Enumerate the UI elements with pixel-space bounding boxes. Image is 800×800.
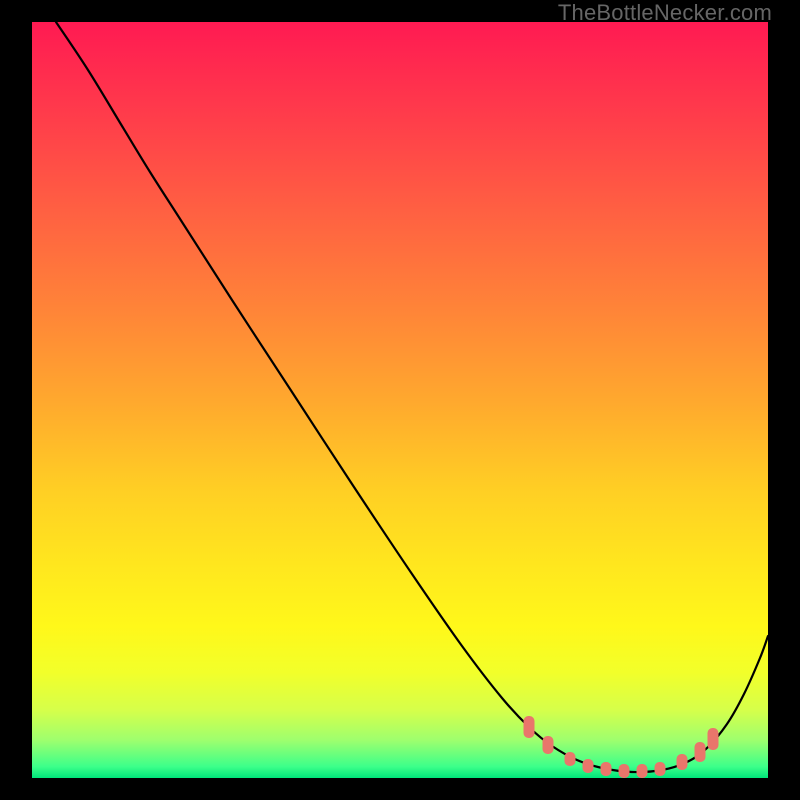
- curve-marker: [601, 762, 612, 776]
- gradient-background: [32, 22, 768, 778]
- curve-marker: [677, 754, 688, 770]
- curve-marker: [543, 736, 554, 754]
- curve-marker: [708, 728, 719, 750]
- curve-marker: [619, 764, 630, 778]
- curve-marker: [655, 762, 666, 776]
- curve-marker: [565, 752, 576, 766]
- chart-svg: [32, 22, 768, 778]
- plot-area: [32, 22, 768, 778]
- watermark-text: TheBottleNecker.com: [558, 0, 772, 26]
- curve-marker: [583, 759, 594, 773]
- curve-marker: [637, 764, 648, 778]
- curve-marker: [524, 716, 535, 738]
- curve-marker: [695, 742, 706, 762]
